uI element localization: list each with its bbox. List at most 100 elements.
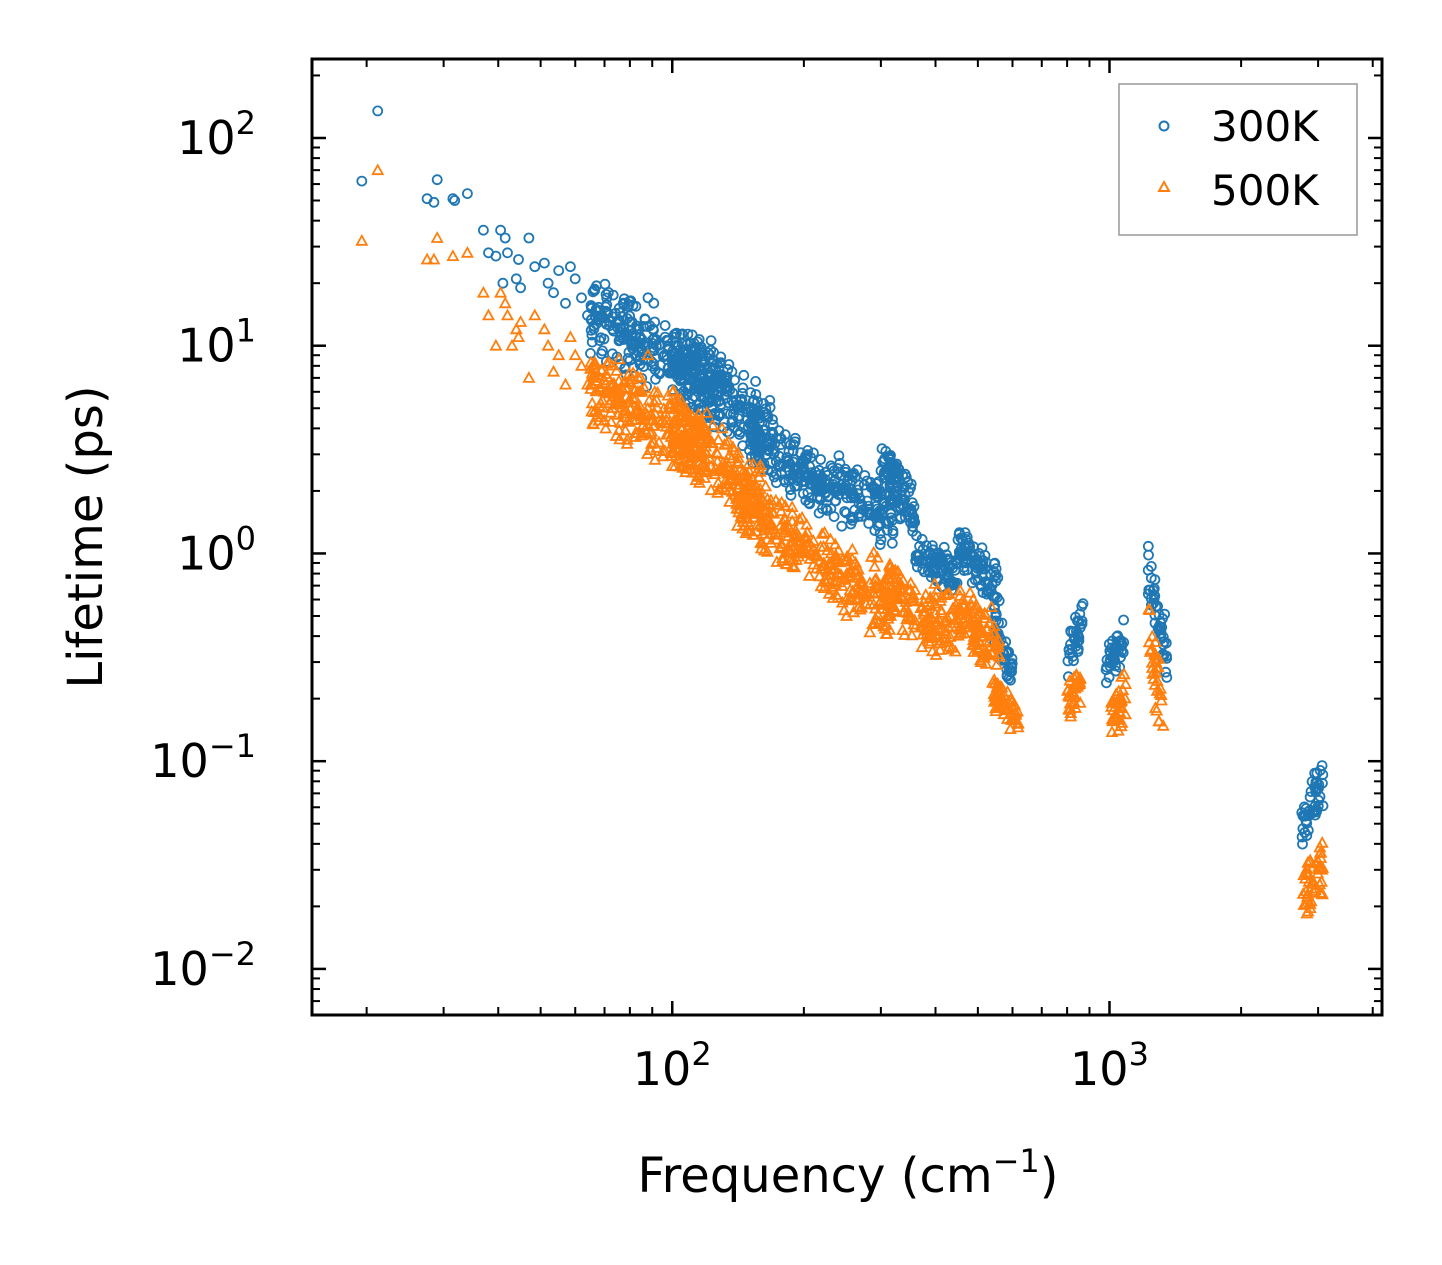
data-point-500k	[558, 377, 573, 390]
data-point-300k	[942, 554, 954, 566]
data-point-500k	[1149, 654, 1163, 667]
data-point-500k	[792, 512, 806, 525]
data-point-300k	[972, 560, 984, 571]
data-point-300k	[992, 572, 1004, 584]
data-point-500k	[919, 588, 933, 600]
data-point-500k	[1011, 716, 1025, 728]
data-point-300k	[607, 348, 618, 360]
data-point-500k	[505, 338, 519, 351]
data-point-300k	[753, 441, 764, 453]
data-point-300k	[889, 459, 901, 471]
y-tick-label: 101	[177, 312, 256, 373]
data-point-300k	[843, 470, 854, 482]
data-point-500k	[889, 591, 903, 604]
data-point-500k	[693, 419, 707, 432]
data-point-300k	[868, 484, 880, 496]
data-point-500k	[774, 504, 788, 517]
data-point-300k	[586, 329, 598, 341]
data-point-500k	[355, 233, 369, 246]
data-point-500k	[658, 444, 672, 456]
data-point-500k	[773, 541, 787, 554]
data-point-300k	[1296, 831, 1308, 843]
data-point-300k	[746, 406, 757, 418]
data-point-500k	[609, 429, 623, 441]
data-point-500k	[942, 639, 956, 652]
data-point-300k	[1006, 653, 1018, 664]
data-point-300k	[732, 412, 744, 424]
data-point-300k	[737, 382, 749, 394]
data-point-300k	[983, 587, 995, 598]
data-point-500k	[964, 604, 978, 617]
data-point-500k	[645, 425, 659, 437]
data-point-300k	[901, 502, 913, 514]
ticks-layer: 102 103 102 101 100 10−1 10−2	[150, 59, 1382, 1096]
data-point-500k	[1104, 695, 1119, 708]
data-point-300k	[803, 497, 815, 509]
data-point-500k	[738, 476, 752, 488]
data-point-300k	[697, 357, 709, 368]
plot-frame	[310, 57, 1384, 1017]
data-point-300k	[565, 261, 576, 273]
data-point-300k	[599, 278, 611, 290]
data-point-300k	[874, 518, 886, 530]
data-point-300k	[896, 494, 907, 506]
data-point-300k	[1115, 651, 1126, 663]
data-point-300k	[642, 292, 654, 304]
data-point-500k	[511, 330, 526, 343]
data-point-500k	[848, 564, 862, 577]
data-point-500k	[636, 413, 650, 426]
data-point-300k	[802, 487, 814, 499]
data-point-500k	[770, 527, 784, 540]
data-point-500k	[904, 576, 918, 589]
data-point-300k	[811, 481, 823, 493]
data-point-500k	[1312, 861, 1326, 874]
data-point-500k	[931, 582, 945, 595]
data-point-500k	[668, 400, 682, 413]
data-point-500k	[680, 409, 694, 422]
data-point-500k	[953, 583, 967, 596]
data-point-500k	[710, 454, 724, 467]
data-point-300k	[938, 565, 949, 577]
data-point-500k	[430, 231, 444, 243]
data-point-300k	[1062, 655, 1074, 667]
data-point-300k	[815, 454, 826, 465]
data-point-300k	[1070, 641, 1082, 652]
data-point-300k	[722, 363, 734, 375]
data-point-500k	[987, 672, 1001, 685]
data-point-500k	[883, 558, 897, 571]
data-point-500k	[498, 296, 512, 309]
legend-label-500k: 500K	[1211, 166, 1320, 215]
data-point-300k	[587, 286, 599, 298]
data-point-500k	[835, 595, 849, 608]
data-point-300k	[623, 299, 635, 310]
data-point-300k	[874, 539, 886, 550]
data-point-300k	[634, 359, 646, 370]
data-point-500k	[1009, 706, 1023, 718]
data-point-300k	[854, 493, 866, 505]
data-point-500k	[607, 381, 621, 393]
data-point-300k	[1142, 540, 1154, 552]
data-point-300k	[924, 547, 936, 558]
data-point-500k	[600, 356, 614, 369]
data-point-500k	[778, 498, 792, 511]
data-point-300k	[1101, 677, 1112, 689]
data-point-500k	[650, 440, 664, 453]
data-point-500k	[906, 591, 920, 603]
data-point-300k	[798, 488, 809, 500]
data-point-300k	[785, 484, 797, 495]
data-point-300k	[590, 318, 602, 330]
data-point-300k	[849, 471, 861, 483]
data-point-300k	[653, 367, 665, 379]
data-point-300k	[1145, 572, 1157, 584]
data-point-300k	[881, 518, 893, 529]
data-point-500k	[586, 360, 600, 373]
data-point-300k	[704, 370, 716, 382]
data-point-300k	[996, 617, 1008, 629]
data-point-500k	[877, 619, 891, 632]
data-point-500k	[727, 443, 741, 456]
data-point-300k	[955, 551, 967, 562]
data-point-500k	[1149, 665, 1163, 678]
data-point-500k	[1149, 635, 1163, 647]
data-point-500k	[977, 646, 991, 658]
data-point-500k	[991, 647, 1005, 659]
